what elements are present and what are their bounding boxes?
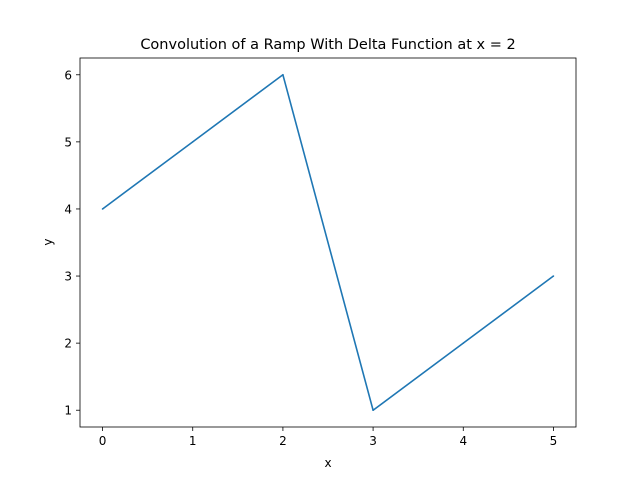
data-point (372, 409, 374, 412)
x-axis: 0 1 2 3 4 5 (99, 427, 558, 448)
x-tick-label: 0 (99, 434, 107, 448)
y-tick-label: 5 (64, 135, 72, 149)
y-axis: 1 2 3 4 5 6 (64, 68, 80, 418)
y-tick-label: 2 (64, 337, 72, 351)
data-point (552, 275, 555, 277)
data-point (462, 342, 465, 344)
data-point (191, 141, 194, 143)
x-tick-label: 4 (459, 434, 467, 448)
data-point (101, 208, 104, 210)
y-tick-label: 6 (64, 68, 72, 82)
data-point (282, 73, 284, 76)
series-layer (101, 73, 555, 412)
series-line (102, 73, 554, 412)
x-tick-label: 3 (369, 434, 377, 448)
y-axis-label: y (41, 238, 55, 245)
x-tick-label: 1 (189, 434, 197, 448)
x-axis-label: x (324, 456, 331, 470)
axes-frame (79, 57, 577, 428)
y-tick-label: 3 (64, 270, 72, 284)
x-tick-label: 2 (279, 434, 287, 448)
y-tick-label: 4 (64, 202, 72, 216)
plot-area (79, 57, 577, 428)
y-tick-label: 1 (64, 404, 72, 418)
x-tick-label: 5 (550, 434, 558, 448)
chart-title: Convolution of a Ramp With Delta Functio… (140, 37, 515, 53)
